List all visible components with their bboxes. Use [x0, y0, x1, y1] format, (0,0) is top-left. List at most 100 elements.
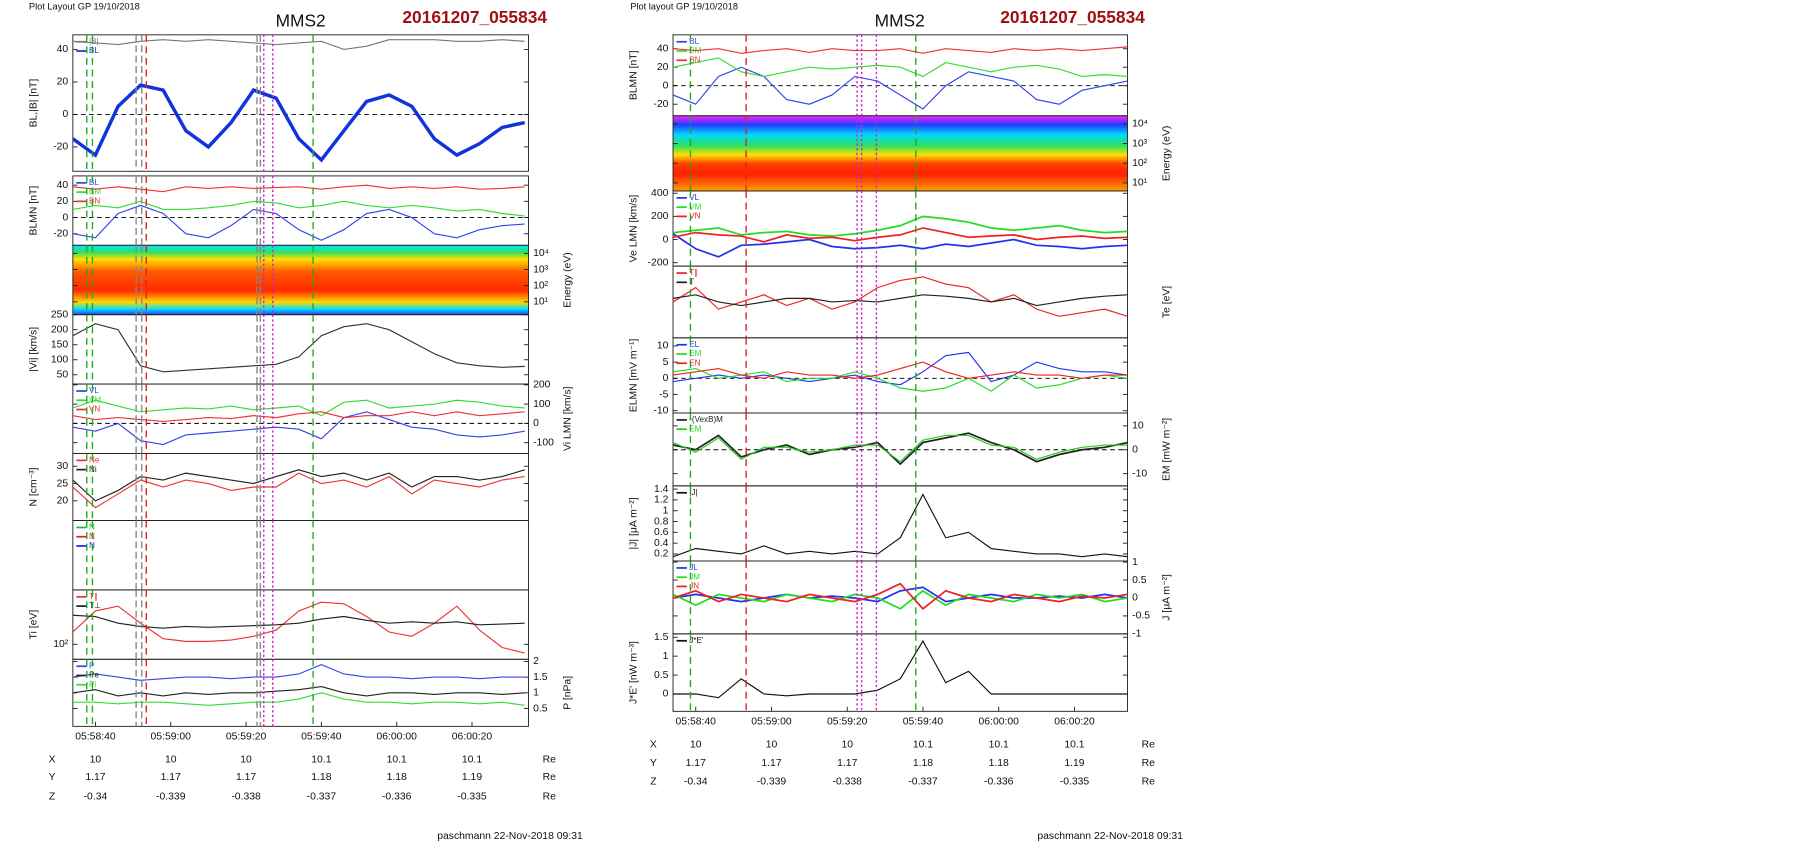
y-axis-label: Te [eV] [1162, 286, 1173, 318]
ephemeris-value: 1.18 [311, 772, 331, 783]
legend-label: T⊥ [89, 601, 101, 610]
y-tick-label: 100 [51, 354, 69, 365]
y-tick-label: 200 [651, 211, 669, 222]
panel-frame [672, 633, 1128, 712]
ephemeris-value: 10.1 [387, 755, 407, 766]
y-axis-label: Vi LMN [km/s] [563, 386, 574, 451]
series-line [72, 469, 525, 502]
y-axis-label: BLMN [nT] [628, 50, 639, 100]
ephemeris-unit: Re [543, 772, 557, 783]
series-line [673, 215, 1128, 237]
series-line [72, 472, 525, 509]
ephemeris-value: 1.17 [161, 772, 181, 783]
series-line [673, 227, 1128, 243]
series-line [673, 294, 1128, 307]
ephemeris-value: 1.18 [989, 758, 1009, 769]
series-line [72, 411, 525, 423]
legend-label: P [89, 661, 94, 670]
panel: Te [eV] T∥T [672, 265, 1173, 339]
ephemeris-row-label: X [650, 740, 657, 751]
y-axis-label: |J| [μA m⁻²] [628, 497, 639, 549]
x-tick-label: 06:00:20 [452, 732, 493, 743]
y-tick-label: 1 [533, 688, 539, 699]
series-line [673, 57, 1128, 78]
series-line [673, 361, 1128, 379]
y-tick-label: 25 [57, 478, 69, 489]
legend-label: BM [89, 187, 101, 196]
series-line [72, 663, 525, 681]
y-tick-label: 0.2 [654, 549, 669, 560]
y-tick-label: 0 [663, 373, 669, 384]
series-line [673, 432, 1128, 466]
y-tick-label: 10⁴ [533, 248, 549, 259]
y-tick-label: 20 [57, 496, 69, 507]
y-axis-label: Ti [eV] [28, 610, 39, 640]
chart-title: MMS2 [875, 11, 925, 31]
panel-frame [72, 34, 529, 172]
y-tick-label: 0 [663, 234, 669, 245]
series-line [673, 367, 1128, 392]
legend-label: JL [689, 563, 698, 572]
x-tick-label: 05:59:40 [301, 732, 342, 743]
y-tick-label: -100 [533, 437, 554, 448]
x-tick-label: 06:00:20 [1054, 716, 1095, 727]
ephemeris-value: 10.1 [1064, 740, 1084, 751]
legend-label: EL [689, 340, 699, 349]
y-tick-label: 150 [51, 339, 69, 350]
y-tick-label: 10² [533, 280, 549, 291]
ephemeris-row-label: Z [49, 792, 56, 803]
y-tick-label: 0.6 [654, 527, 669, 538]
legend-label: EM [689, 424, 701, 433]
y-tick-label: 0 [1132, 593, 1138, 604]
y-tick-label: -10 [1132, 468, 1147, 479]
layout-note: Plot Layout GP 19/10/2018 [29, 2, 140, 12]
y-axis-label: Energy (eV) [563, 252, 574, 307]
ephemeris-value: 10 [841, 740, 853, 751]
y-tick-label: 1 [663, 505, 669, 516]
legend-label: -(VexB)M [689, 415, 723, 424]
ephemeris-row-label: X [49, 755, 56, 766]
series-line [72, 692, 525, 706]
ephemeris-value: 10.1 [989, 740, 1009, 751]
series-line [673, 351, 1128, 386]
y-axis-label: EM [mW m⁻²] [1162, 418, 1173, 481]
y-tick-label: -1 [1132, 629, 1141, 640]
legend-label: JM [689, 572, 700, 581]
legend-label: BN [689, 55, 700, 64]
series-line [673, 639, 1128, 699]
panel: -10 0 10 EM [mW m⁻²] -(VexB)MEM [672, 412, 1173, 487]
ephemeris-value: 1.17 [236, 772, 256, 783]
ephemeris-value: -0.335 [1060, 777, 1090, 788]
y-tick-label: 0 [533, 418, 539, 429]
y-tick-label: 2 [533, 656, 539, 667]
ephemeris-value: 10 [165, 755, 177, 766]
ephemeris-unit: Re [1142, 758, 1156, 769]
series-line [673, 589, 1128, 610]
y-tick-label: 1.4 [654, 484, 669, 495]
ephemeris-value: -0.336 [382, 792, 412, 803]
ephemeris-value: -0.34 [684, 777, 708, 788]
y-axis-label: Ve LMN [km/s] [628, 195, 639, 263]
x-tick-label: 05:59:00 [151, 732, 192, 743]
ephemeris-value: 1.17 [761, 758, 781, 769]
series-line [72, 323, 525, 373]
y-tick-label: 1.5 [533, 672, 548, 683]
legend-label: |J| [689, 488, 697, 497]
x-tick-label: 05:59:00 [751, 716, 792, 727]
footer: paschmann 22-Nov-2018 09:31 [1037, 831, 1183, 841]
y-tick-label: 10¹ [533, 297, 549, 308]
y-tick-label: 1 [663, 651, 669, 662]
y-tick-label: 200 [533, 380, 551, 391]
legend-label: VL [689, 193, 699, 202]
y-tick-label: -20 [53, 142, 68, 153]
y-tick-label: 10 [657, 341, 669, 352]
y-tick-label: 0.4 [654, 538, 669, 549]
y-tick-label: 400 [651, 188, 669, 199]
series-line [673, 493, 1128, 558]
